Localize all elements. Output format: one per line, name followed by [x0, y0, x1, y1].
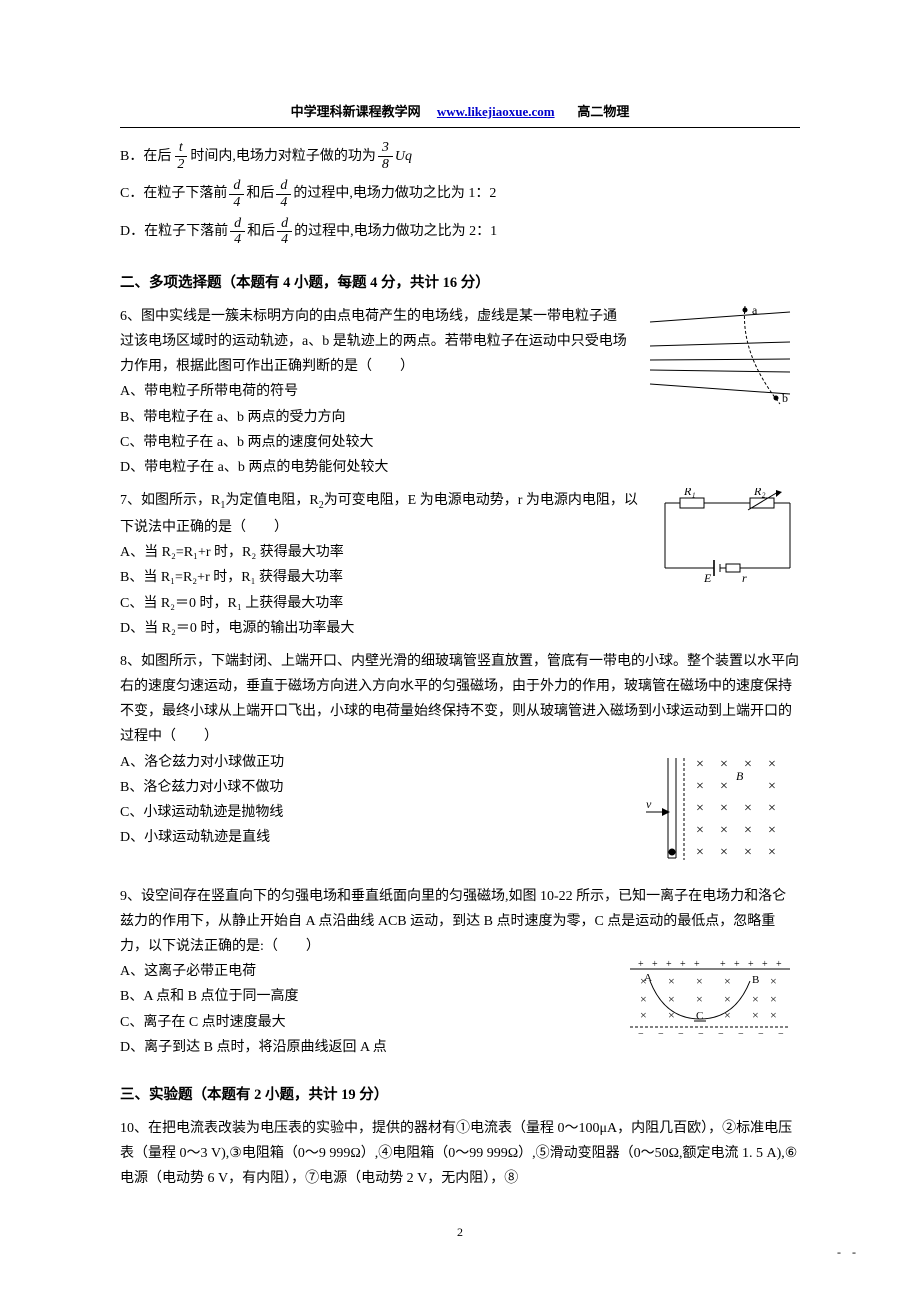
svg-text:×: × — [720, 801, 728, 816]
page-header: 中学理科新课程教学网 www.likejiaoxue.com 高二物理 — [120, 100, 800, 128]
header-left: 中学理科新课程教学网 — [291, 104, 421, 119]
svg-text:E: E — [703, 571, 712, 585]
svg-text:−: − — [758, 1029, 764, 1039]
q7-option-c: C、当 R₂＝0 时，R₁ 上获得最大功率 — [120, 591, 800, 616]
svg-text:+: + — [748, 959, 754, 970]
svg-text:×: × — [640, 1008, 647, 1022]
svg-text:×: × — [752, 992, 759, 1006]
svg-text:+: + — [666, 959, 672, 970]
q5-option-b: B．在后 t 2 时间内,电场力对粒子做的功为 3 8 Uq — [120, 140, 800, 172]
q8-figure: v B × × × × × × × × × × × × × × × × × × × — [640, 750, 800, 870]
fraction: 3 8 — [378, 140, 393, 172]
svg-text:−: − — [698, 1029, 704, 1039]
svg-text:×: × — [744, 757, 752, 772]
svg-text:×: × — [720, 757, 728, 772]
svg-text:×: × — [770, 1008, 777, 1022]
svg-text:×: × — [768, 823, 776, 838]
svg-text:−: − — [718, 1029, 724, 1039]
svg-text:×: × — [720, 779, 728, 794]
svg-text:×: × — [770, 974, 777, 988]
svg-text:−: − — [678, 1029, 684, 1039]
question-9: 9、设空间存在竖直向下的匀强电场和垂直纸面向里的匀强磁场,如图 10-22 所示… — [120, 884, 800, 1060]
svg-text:+: + — [652, 959, 658, 970]
svg-text:×: × — [668, 992, 675, 1006]
svg-text:×: × — [768, 779, 776, 794]
q6-figure: a b — [640, 304, 800, 414]
svg-text:−: − — [638, 1029, 644, 1039]
svg-text:×: × — [640, 992, 647, 1006]
svg-text:R₁: R₁ — [683, 488, 696, 498]
q10-text: 10、在把电流表改装为电压表的实验中，提供的器材有①电流表（量程 0～100μA… — [120, 1116, 800, 1192]
svg-text:×: × — [720, 823, 728, 838]
svg-text:−: − — [738, 1029, 744, 1039]
svg-text:r: r — [742, 571, 747, 585]
page-number: 2 — [120, 1222, 800, 1244]
question-6: a b 6、图中实线是一簇未标明方向的由点电荷产生的电场线，虚线是某一带电粒子通… — [120, 304, 800, 480]
svg-text:+: + — [694, 959, 700, 970]
q7-figure: R₁ R₂ E r — [650, 488, 800, 588]
question-8: 8、如图所示，下端封闭、上端开口、内壁光滑的细玻璃管竖直放置，管底有一带电的小球… — [120, 649, 800, 876]
svg-text:×: × — [768, 801, 776, 816]
svg-text:−: − — [778, 1029, 784, 1039]
q5-option-c: C．在粒子下落前 d 4 和后 d 4 的过程中,电场力做功之比为 1：2 — [120, 178, 800, 210]
svg-text:×: × — [744, 801, 752, 816]
question-10: 10、在把电流表改装为电压表的实验中，提供的器材有①电流表（量程 0～100μA… — [120, 1116, 800, 1192]
svg-text:×: × — [720, 845, 728, 860]
svg-text:×: × — [696, 992, 703, 1006]
svg-text:A: A — [644, 972, 652, 984]
svg-text:−: − — [658, 1029, 664, 1039]
q8-text: 8、如图所示，下端封闭、上端开口、内壁光滑的细玻璃管竖直放置，管底有一带电的小球… — [120, 649, 800, 750]
svg-text:×: × — [744, 823, 752, 838]
svg-text:×: × — [696, 845, 704, 860]
q6-label-a: a — [752, 304, 758, 317]
q6-option-c: C、带电粒子在 a、b 两点的速度何处较大 — [120, 430, 800, 455]
q9-figure: ++++++++++ −−−−−−−− ××××× ×××××× ××××× A… — [620, 959, 800, 1039]
svg-text:+: + — [638, 959, 644, 970]
svg-text:×: × — [744, 845, 752, 860]
svg-text:×: × — [668, 974, 675, 988]
svg-text:B: B — [752, 974, 759, 986]
svg-text:+: + — [776, 959, 782, 970]
svg-text:C: C — [696, 1010, 703, 1022]
section2-title: 二、多项选择题（本题有 4 小题，每题 4 分，共计 16 分） — [120, 270, 800, 296]
fraction: d 4 — [229, 178, 244, 210]
fraction: d 4 — [277, 216, 292, 248]
svg-text:+: + — [734, 959, 740, 970]
question-7: R₁ R₂ E r 7、如图所示，R1为定值电阻，R2为可变电阻，E 为电源电动… — [120, 488, 800, 641]
svg-text:×: × — [724, 974, 731, 988]
svg-text:×: × — [696, 801, 704, 816]
fraction: t 2 — [173, 140, 188, 172]
svg-text:×: × — [696, 974, 703, 988]
q9-text: 9、设空间存在竖直向下的匀强电场和垂直纸面向里的匀强磁场,如图 10-22 所示… — [120, 884, 800, 960]
svg-text:R₂: R₂ — [753, 488, 766, 498]
svg-text:B: B — [736, 769, 744, 783]
svg-text:×: × — [752, 1008, 759, 1022]
svg-text:v: v — [646, 797, 652, 811]
header-link[interactable]: www.likejiaoxue.com — [437, 104, 555, 119]
svg-text:×: × — [696, 779, 704, 794]
svg-text:×: × — [768, 845, 776, 860]
svg-text:×: × — [768, 757, 776, 772]
svg-text:+: + — [720, 959, 726, 970]
svg-text:×: × — [724, 992, 731, 1006]
svg-text:×: × — [696, 757, 704, 772]
q7-option-d: D、当 R₂＝0 时，电源的输出功率最大 — [120, 616, 800, 641]
fraction: d 4 — [230, 216, 245, 248]
q5-option-d: D．在粒子下落前 d 4 和后 d 4 的过程中,电场力做功之比为 2：1 — [120, 216, 800, 248]
q6-option-d: D、带电粒子在 a、b 两点的电势能何处较大 — [120, 455, 800, 480]
header-right: 高二物理 — [577, 104, 629, 119]
svg-text:×: × — [770, 992, 777, 1006]
section3-title: 三、实验题（本题有 2 小题，共计 19 分） — [120, 1082, 800, 1108]
footer-dash: - - — [837, 1242, 860, 1264]
q6-label-b: b — [782, 391, 788, 405]
svg-text:+: + — [762, 959, 768, 970]
fraction: d 4 — [276, 178, 291, 210]
svg-text:+: + — [680, 959, 686, 970]
svg-text:×: × — [696, 823, 704, 838]
